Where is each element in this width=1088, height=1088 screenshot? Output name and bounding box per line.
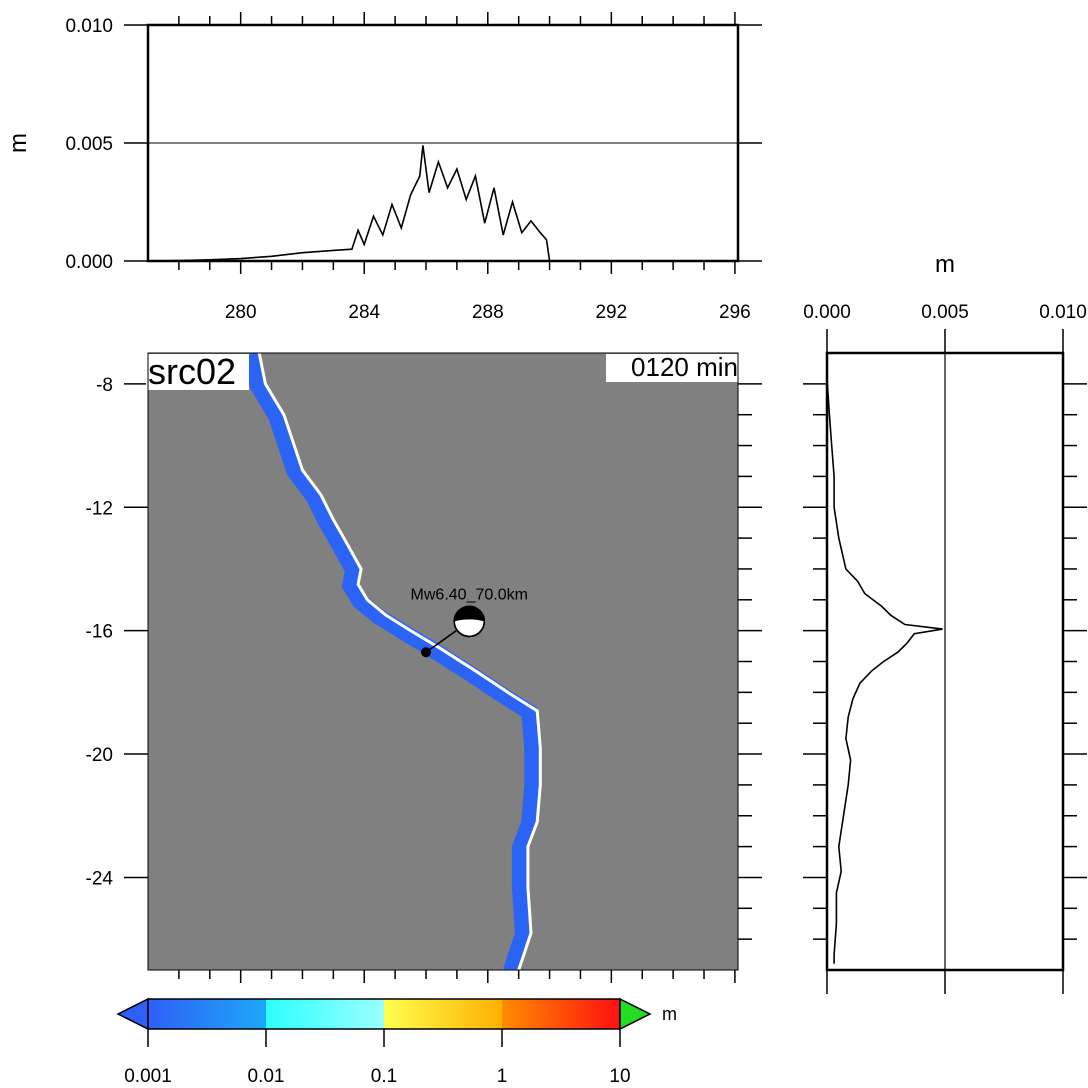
colorbar: 0.001 0.01 0.1 1 10 m [116,997,677,1087]
colorbar-segment-1 [148,999,266,1029]
colorbar-ticks: 0.001 0.01 0.1 1 10 [124,1029,631,1087]
focal-mechanism-beachball [453,605,486,638]
right-panel-ticks [826,329,1064,994]
colorbar-low-arrow [116,997,149,1031]
top-x-tick-labels: 280 284 288 292 296 [225,302,751,323]
beachball-outline [453,605,486,638]
top-y-axis-label: m [5,133,32,153]
right-x-axis-label: m [935,251,955,278]
time-box [606,354,738,382]
map-y-tick-label: -12 [86,498,113,519]
coastline [257,353,542,970]
colorbar-segment-2 [266,999,384,1029]
map-y-tick-label: -8 [96,375,113,396]
right-x-tick-label: 0.010 [1039,302,1087,323]
wave-height-band [243,353,541,970]
colorbar-high-arrow [619,997,652,1031]
colorbar-unit-label: m [662,1004,677,1024]
top-panel-ticks [124,12,762,274]
top-x-tick-label: 288 [472,302,504,323]
colorbar-tick-label: 0.001 [124,1066,172,1087]
top-y-tick-label: 0.005 [65,134,113,155]
top-profile-series-line [147,145,551,262]
map-panel-ticks [124,383,1087,983]
beachball-dilatational-quadrant [454,619,485,637]
colorbar-tick-label: 0.01 [248,1066,285,1087]
top-x-tick-label: 280 [225,302,257,323]
event-label: Mw6.40_70.0km [411,586,528,603]
right-profile-series-line [826,377,943,964]
top-x-tick-label: 296 [719,302,751,323]
right-x-tick-label: 0.005 [921,302,969,323]
colorbar-segment-3 [384,999,502,1029]
map-y-tick-labels: -8 -12 -16 -20 -24 [86,375,114,890]
beachball-compressional-quadrant [454,606,485,622]
map-y-tick-label: -20 [86,745,113,766]
colorbar-tick-label: 1 [497,1066,508,1087]
colorbar-tick-label: 0.1 [371,1066,397,1087]
map-y-tick-label: -16 [86,622,113,643]
time-label: 0120 min [631,352,738,382]
map-panel: -8 -12 -16 -20 -24 Mw6.40_70.0km src02 0120 … [86,351,1087,983]
right-x-tick-label: 0.000 [803,302,851,323]
top-profile-panel: 280 284 288 292 296 0.000 0.005 0.010 m [5,12,762,323]
top-y-tick-labels: 0.000 0.005 0.010 [65,16,113,273]
epicenter-marker [421,647,432,658]
top-y-tick-label: 0.010 [65,16,113,37]
top-x-tick-label: 284 [348,302,380,323]
top-y-tick-label: 0.000 [65,252,113,273]
colorbar-segment-4 [502,999,620,1029]
map-title: src02 [148,351,236,392]
right-x-tick-labels: 0.000 0.005 0.010 [803,302,1087,323]
map-frame [147,352,739,971]
colorbar-tick-label: 10 [609,1066,630,1087]
top-x-tick-label: 292 [595,302,627,323]
map-y-tick-label: -24 [86,868,114,889]
top-panel-frame [146,23,740,263]
right-panel-frame [825,351,1065,972]
right-profile-panel: 0.000 0.005 0.010 m [803,251,1087,994]
title-box [146,354,249,390]
